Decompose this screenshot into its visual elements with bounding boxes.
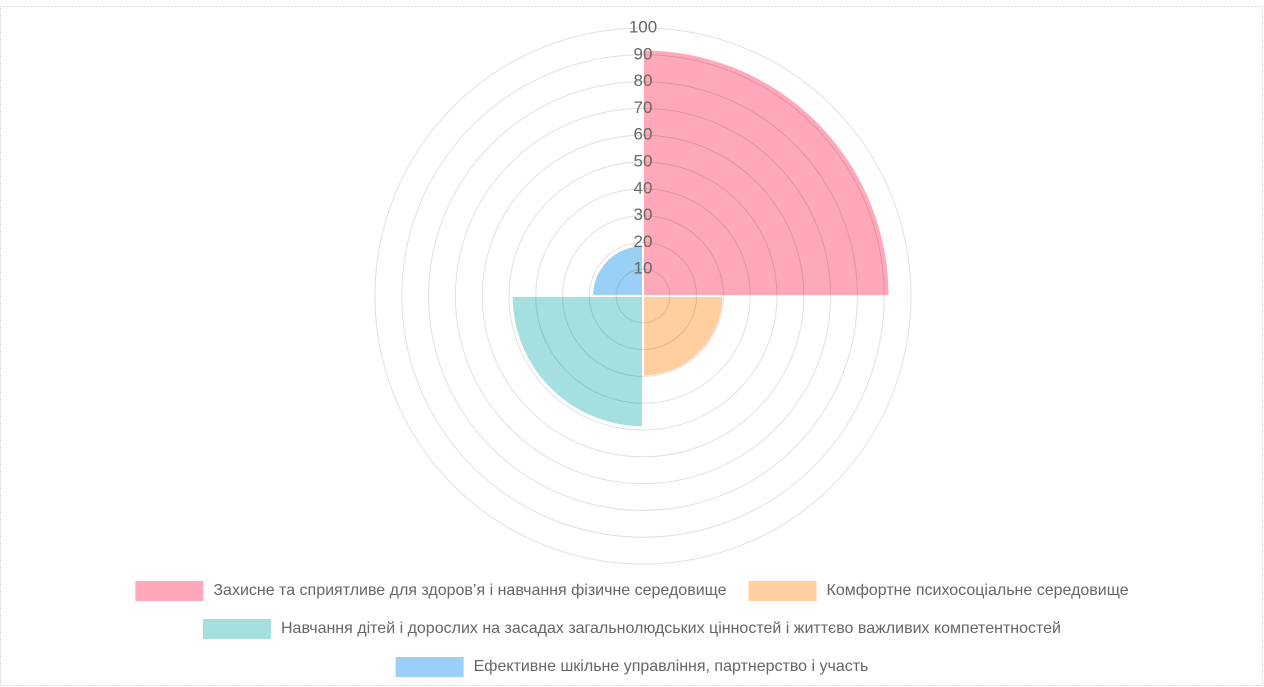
grid-ring [401,54,885,538]
r-tick-label: 100 [629,17,657,36]
frame [0,6,1263,686]
legend-label: Ефективне шкільне управління, партнерств… [474,658,869,675]
r-tick-label: 90 [634,44,653,63]
r-tick-label: 70 [634,98,653,117]
grid-ring [508,161,778,431]
segment [642,295,725,378]
grid-ring [374,27,912,565]
segment [642,48,891,297]
grid-ring [615,268,671,324]
segment [591,244,644,297]
grid-ring [535,188,751,404]
r-tick-label: 80 [634,71,653,90]
r-tick-label: 30 [634,205,653,224]
r-tick-label: 40 [634,178,653,197]
r-tick-label: 10 [634,259,653,278]
r-tick-label: 50 [634,151,653,170]
grid-ring [454,107,832,485]
r-tick-label: 60 [634,125,653,144]
segment [510,295,644,429]
r-tick-label: 20 [634,232,653,251]
legend-swatch [135,581,204,601]
legend-label: Навчання дітей і дорослих на засадах заг… [281,620,1061,637]
legend-label: Захисне та сприятливе для здоров’я і нав… [213,582,726,599]
grid-ring [562,215,724,377]
legend-label: Комфортне психосоціальне середовище [827,582,1129,599]
grid-ring [428,81,858,511]
legend-swatch [748,581,817,601]
grid-ring [588,241,698,351]
legend-swatch [203,619,272,639]
legend-swatch [395,657,464,677]
grid-ring [481,134,805,458]
